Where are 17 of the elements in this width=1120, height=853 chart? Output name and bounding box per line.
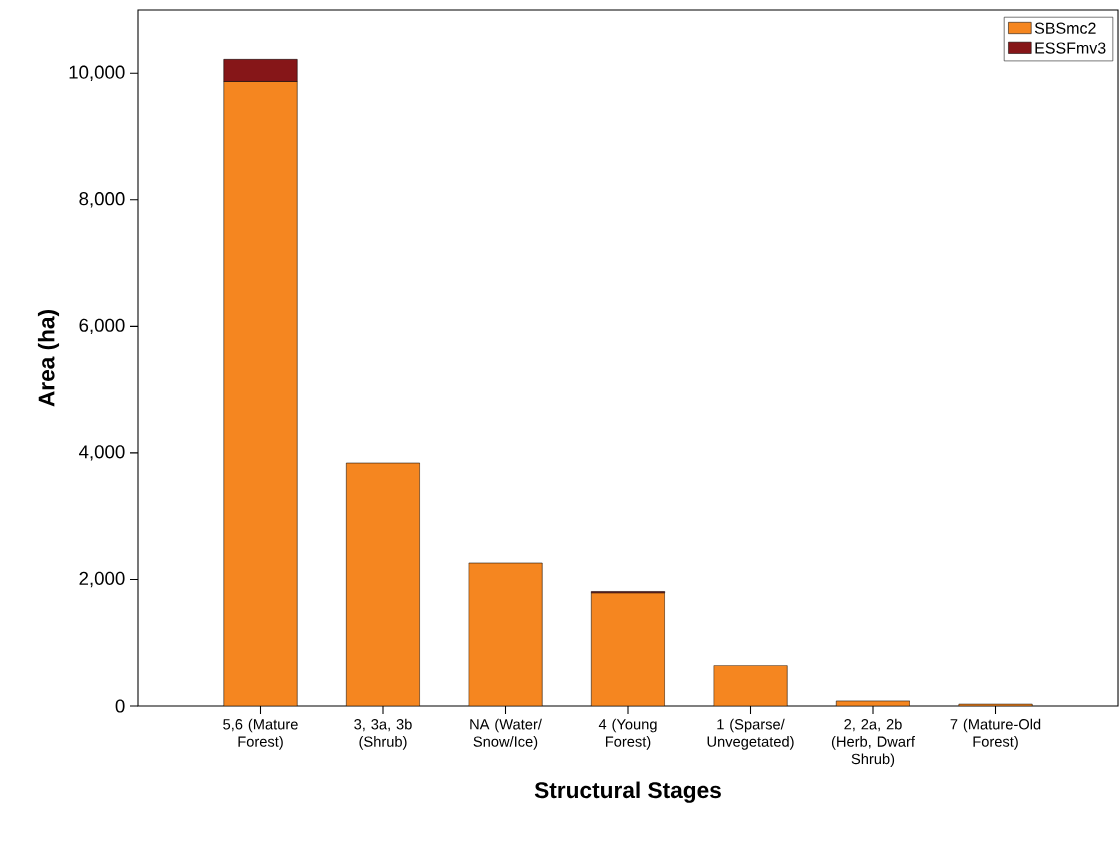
y-tick-label: 0: [115, 699, 125, 713]
legend-label: SBSmc2: [1034, 22, 1096, 34]
x-tick-label: 2, 2a, 2b (Herb, Dwarf Shrub): [831, 718, 915, 768]
y-tick-label: 2,000: [79, 571, 125, 588]
y-tick-label: 6,000: [79, 318, 125, 335]
x-axis-title: Structural Stages: [534, 781, 721, 803]
x-tick-label: 4 (Young Forest): [598, 718, 657, 750]
y-tick-label: 4,000: [79, 445, 125, 461]
x-tick-label: NA (Water/ Snow/Ice): [470, 718, 542, 750]
legend-label: ESSFmv3: [1035, 42, 1106, 54]
y-axis-title: Area (ha): [37, 310, 60, 407]
x-tick-label: 3, 3a, 3b (Shrub): [354, 718, 412, 750]
x-tick-label: 7 (Mature-Old Forest): [950, 718, 1041, 750]
x-tick-label: 1 (Sparse/ Unvegetated): [707, 718, 794, 750]
x-tick-label: 5,6 (Mature Forest): [223, 718, 298, 750]
y-tick-label: 8,000: [79, 192, 125, 208]
y-tick-label: 10,000: [69, 65, 125, 81]
